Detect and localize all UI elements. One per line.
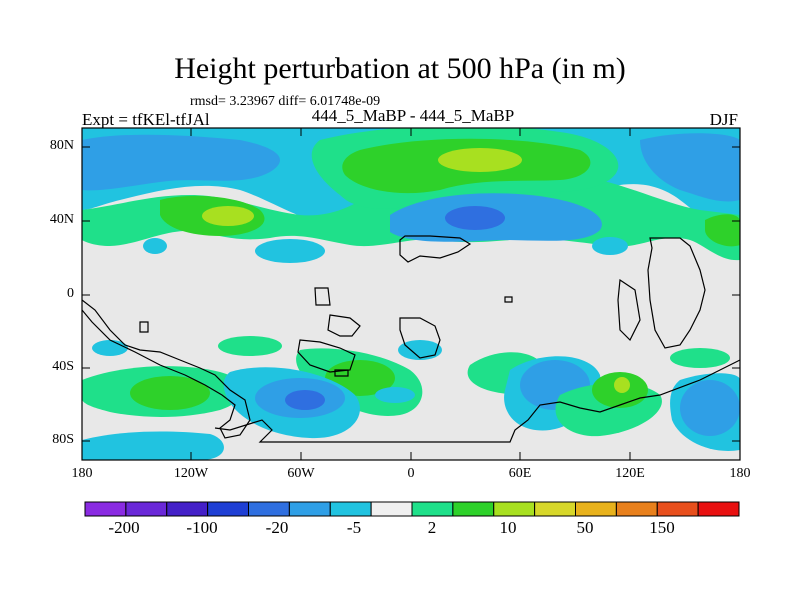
colorbar-swatch (329, 501, 372, 517)
colorbar-label: 50 (576, 518, 594, 537)
colorbar-swatch (656, 501, 699, 517)
y-tick-label: 0 (67, 286, 74, 301)
coastlines (82, 235, 740, 443)
experiment-label: Expt = tfKEl-tfJAl (82, 110, 210, 129)
x-tick-label: 0 (407, 466, 415, 481)
colorbar-label: -200 (108, 518, 140, 537)
colorbar-swatch (534, 501, 577, 517)
x-tick-label: 60W (287, 466, 315, 481)
x-tick-label: 120E (615, 466, 645, 481)
colorbar-swatch (125, 501, 168, 517)
colorbar-swatch (575, 501, 617, 517)
colorbar-swatch (411, 501, 454, 517)
colorbar-swatch (288, 501, 331, 517)
x-tick-label: 120W (173, 466, 209, 481)
colorbar-swatch (84, 501, 127, 517)
x-tick-label: 180 (729, 466, 751, 481)
y-tick-label: 40S (52, 359, 74, 374)
colorbar-swatch (452, 501, 495, 517)
plot-title: Height perturbation at 500 hPa (in m) (174, 52, 626, 85)
colorbar-swatch (493, 501, 536, 517)
x-tick-label: 60E (508, 466, 532, 481)
colorbar-swatch (248, 501, 290, 517)
y-tick-label: 80S (52, 432, 74, 447)
colorbar-label: -100 (186, 518, 218, 537)
y-tick-label: 40N (49, 212, 74, 227)
colorbar-label: -5 (346, 518, 362, 537)
colorbar-swatch (370, 501, 413, 517)
colorbar-swatch (697, 501, 740, 517)
y-tick-label: 80N (49, 138, 74, 153)
colorbar-label: 150 (649, 518, 675, 537)
x-tick-label: 180 (71, 466, 93, 481)
colorbar-label: 10 (499, 518, 517, 537)
axis-ticks (82, 128, 740, 460)
stats-line: rmsd= 3.23967 diff= 6.01748e-09 (190, 94, 381, 109)
colorbar-label: -20 (265, 518, 289, 537)
season-label: DJF (709, 110, 738, 129)
contour-field (82, 128, 740, 460)
colorbar-swatch (615, 501, 658, 517)
colorbar-label: 2 (427, 518, 437, 537)
case-label: 444_5_MaBP - 444_5_MaBP (311, 106, 515, 125)
colorbar-swatch (166, 501, 209, 517)
colorbar (84, 501, 740, 517)
colorbar-swatch (207, 501, 250, 517)
